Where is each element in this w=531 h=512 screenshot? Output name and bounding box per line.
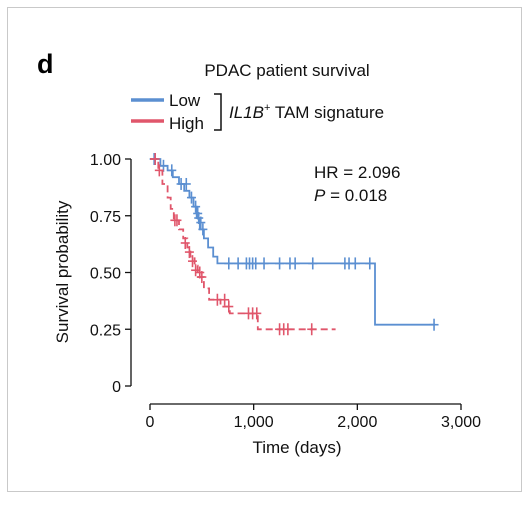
y-tick-label: 1.00 (90, 152, 121, 169)
chart-title: PDAC patient survival (204, 61, 369, 80)
x-tick-label: 2,000 (337, 414, 377, 431)
series-high-censor-mark (283, 323, 293, 336)
y-tick-label: 0 (112, 379, 121, 396)
p-value: = 0.018 (325, 186, 387, 205)
panel-label: d (37, 49, 54, 79)
y-tick-label: 0.75 (90, 209, 121, 226)
series-low-censor-mark (308, 257, 318, 270)
series-low-censor-mark (259, 257, 269, 270)
legend-label-low: Low (169, 91, 201, 110)
series-high-censor-mark (172, 214, 182, 227)
series-low-censor-mark (429, 318, 439, 331)
y-axis-label: Survival probability (53, 200, 72, 343)
series-high-censor-mark (252, 307, 262, 320)
series-high-censor-mark (188, 255, 198, 268)
hr-annotation: HR = 2.096 (314, 163, 400, 182)
x-tick-label: 3,000 (441, 414, 481, 431)
series-low-censor-mark (186, 191, 196, 204)
x-tick-label: 0 (146, 414, 155, 431)
p-label: P (314, 186, 326, 205)
plot-area (149, 153, 439, 336)
series-low-censor-mark (191, 200, 201, 213)
series-low-censor-mark (365, 257, 375, 270)
legend: Low High IL1B+ TAM signature (131, 91, 384, 133)
p-annotation: P = 0.018 (314, 186, 387, 205)
figure-frame (7, 7, 522, 492)
series-low-censor-mark (290, 257, 300, 270)
legend-label-high: High (169, 114, 204, 133)
series-high-censor-mark (154, 164, 164, 177)
series-low-censor-mark (275, 257, 285, 270)
series-low-censor-mark (350, 257, 360, 270)
legend-group-title: IL1B+ TAM signature (229, 102, 384, 122)
legend-bracket (214, 93, 222, 131)
axes: 0 0.25 0.50 0.75 1.00 0 1,000 2,000 3,000 (90, 152, 481, 431)
legend-sup: + (264, 102, 270, 114)
series-high-censor-mark (150, 153, 160, 165)
series-high-censor-mark (191, 264, 201, 277)
series-low-censor-mark (198, 223, 208, 236)
series-low-censor-mark (224, 257, 234, 270)
series-high-censor-mark (197, 271, 207, 284)
series-low-censor-mark (251, 257, 261, 270)
x-axis-label: Time (days) (252, 438, 341, 457)
series-low-censor-mark (196, 216, 206, 229)
y-tick-label: 0.50 (90, 266, 121, 283)
series-high-censor-mark (184, 246, 194, 259)
y-tick-label: 0.25 (90, 322, 121, 339)
series-high-censor-mark (307, 323, 317, 336)
x-tick-label: 1,000 (234, 414, 274, 431)
series-high-censor-mark (220, 293, 230, 306)
series-low-censor-mark (167, 164, 177, 177)
legend-rest: TAM signature (270, 103, 384, 122)
series-low-censor-mark (233, 257, 243, 270)
series-low-curve (150, 158, 436, 326)
series-low-censor-mark (181, 177, 191, 190)
series-high-censor-mark (180, 236, 190, 249)
series-high-censor-mark (224, 300, 234, 313)
legend-gene: IL1B (229, 103, 264, 122)
